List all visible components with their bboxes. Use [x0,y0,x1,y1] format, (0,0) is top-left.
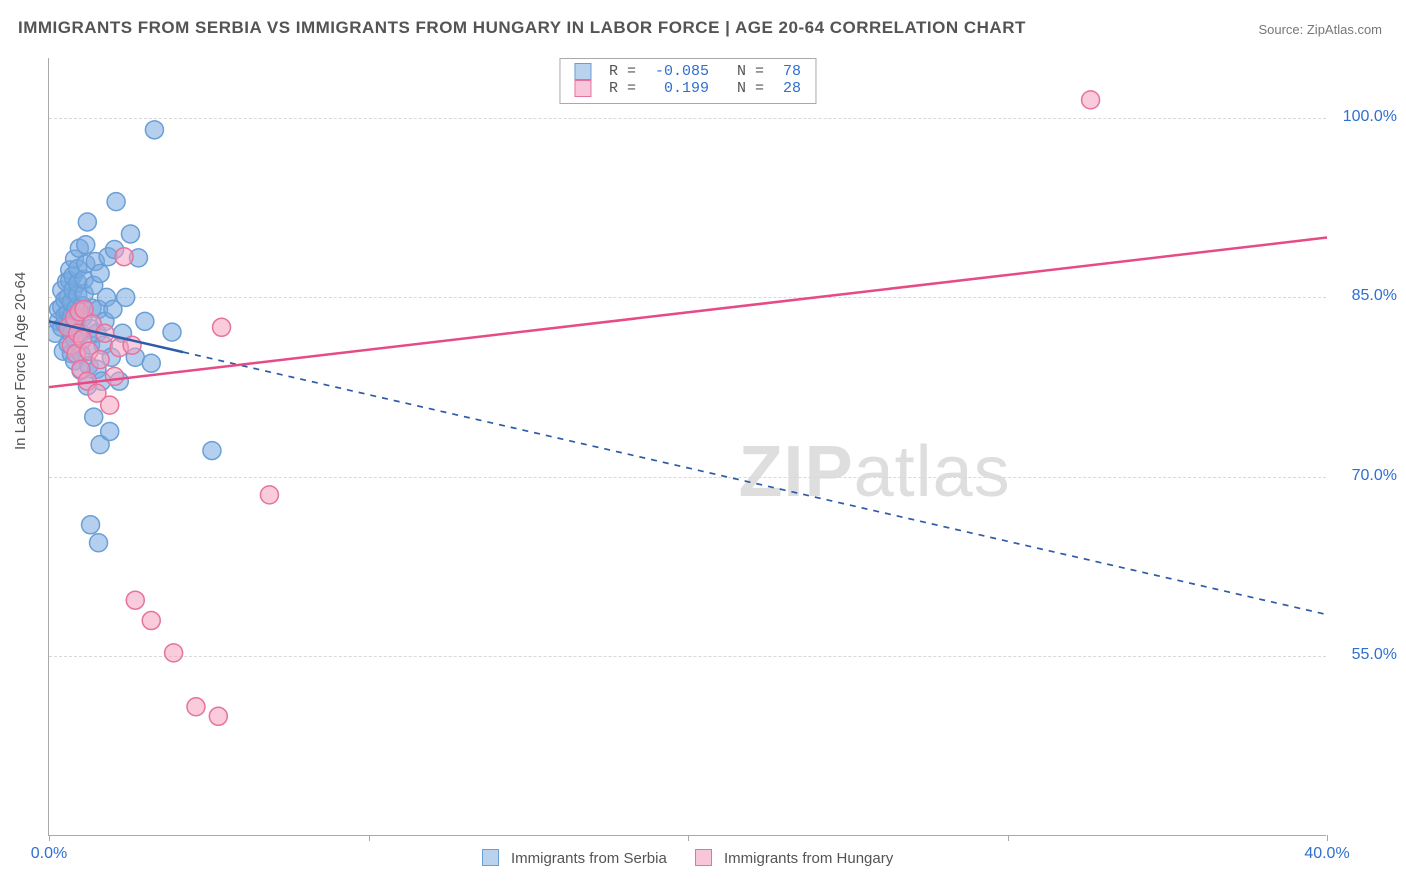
y-tick-label: 55.0% [1337,646,1397,664]
data-point-serbia [90,534,108,552]
data-point-serbia [145,121,163,139]
data-point-hungary [209,707,227,725]
series-legend: Immigrants from Serbia Immigrants from H… [49,849,1326,867]
data-point-serbia [85,408,103,426]
legend-item-serbia: Immigrants from Serbia [482,849,667,867]
swatch-serbia-icon [574,63,591,80]
data-point-hungary [91,351,109,369]
legend-label-serbia: Immigrants from Serbia [511,850,667,867]
plot-area: ZIPatlas 55.0%70.0%85.0%100.0% 0.0%40.0%… [48,58,1326,836]
data-point-serbia [203,442,221,460]
swatch-hungary-icon [695,849,712,866]
y-tick-label: 100.0% [1337,108,1397,126]
data-point-hungary [126,591,144,609]
data-point-serbia [107,193,125,211]
swatch-hungary-icon [574,80,591,97]
data-point-hungary [187,698,205,716]
data-point-hungary [260,486,278,504]
n-value-serbia: 78 [783,63,801,80]
data-point-hungary [142,612,160,630]
regression-line-serbia-extrapolated [183,352,1327,614]
data-point-serbia [163,323,181,341]
n-value-hungary: 28 [783,80,801,97]
swatch-serbia-icon [482,849,499,866]
data-point-serbia [101,422,119,440]
data-point-serbia [142,354,160,372]
data-point-serbia [78,213,96,231]
chart-title: IMMIGRANTS FROM SERBIA VS IMMIGRANTS FRO… [18,18,1026,38]
stats-legend: R = -0.085 N = 78 R = 0.199 N = 28 [559,58,816,104]
data-point-serbia [121,225,139,243]
y-tick-label: 70.0% [1337,467,1397,485]
data-point-serbia [91,264,109,282]
source-attribution: Source: ZipAtlas.com [1258,22,1382,37]
data-point-serbia [82,516,100,534]
data-point-serbia [136,312,154,330]
y-tick-label: 85.0% [1337,287,1397,305]
r-value-serbia: -0.085 [655,63,709,80]
regression-line-hungary [49,238,1327,388]
data-point-hungary [1082,91,1100,109]
stats-row-serbia: R = -0.085 N = 78 [574,63,801,80]
stats-row-hungary: R = 0.199 N = 28 [574,80,801,97]
chart-container: IMMIGRANTS FROM SERBIA VS IMMIGRANTS FRO… [0,0,1406,892]
data-point-hungary [105,367,123,385]
legend-label-hungary: Immigrants from Hungary [724,850,893,867]
y-axis-label: In Labor Force | Age 20-64 [12,272,29,450]
scatter-svg [49,58,1327,836]
data-point-hungary [165,644,183,662]
data-point-hungary [213,318,231,336]
data-point-hungary [115,248,133,266]
r-value-hungary: 0.199 [655,80,709,97]
data-point-serbia [77,236,95,254]
legend-item-hungary: Immigrants from Hungary [695,849,893,867]
data-point-serbia [117,288,135,306]
data-point-hungary [101,396,119,414]
